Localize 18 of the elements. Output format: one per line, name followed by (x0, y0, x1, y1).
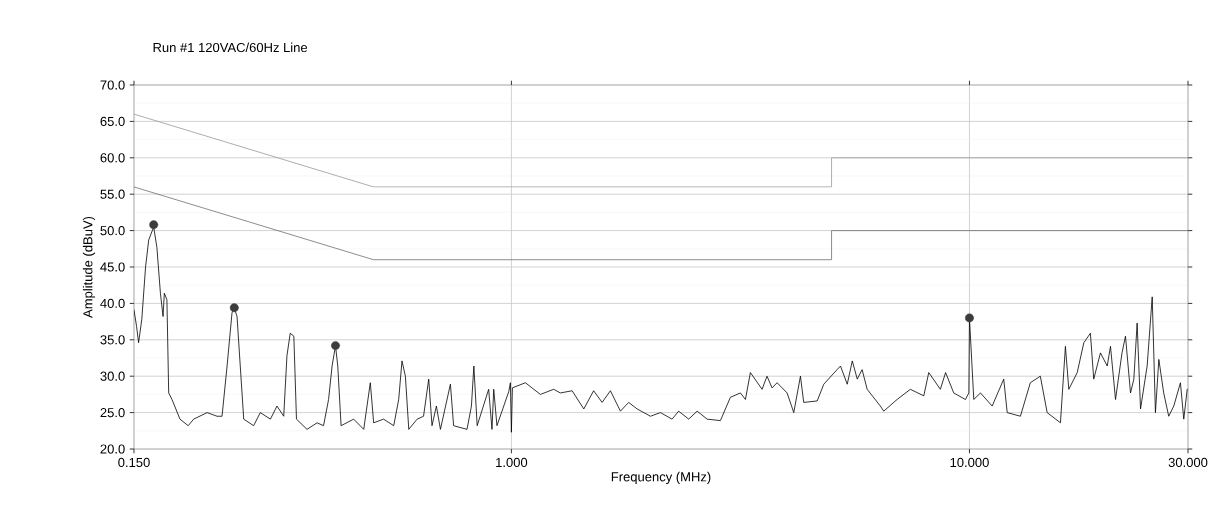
y-tick-label: 20.0 (100, 444, 125, 454)
x-tick-label: 30.000 (1168, 457, 1208, 467)
y-tick-label: 60.0 (100, 153, 125, 163)
x-tick-label: 0.150 (118, 457, 150, 467)
x-tick-label: 10.000 (950, 457, 989, 467)
x-tick-label: 1.000 (496, 457, 528, 467)
y-tick-label: 55.0 (100, 189, 125, 199)
chart-title: Run #1 120VAC/60Hz Line (153, 42, 308, 53)
y-tick-label: 45.0 (100, 262, 125, 272)
y-tick-label: 65.0 (100, 116, 125, 126)
y-tick-label: 30.0 (100, 371, 125, 381)
y-tick-label: 50.0 (100, 225, 125, 236)
y-axis-title: Amplitude (dBuV) (82, 216, 96, 318)
y-tick-label: 25.0 (100, 407, 125, 418)
x-axis-title: Frequency (MHz) (611, 471, 711, 484)
y-tick-label: 40.0 (100, 298, 125, 308)
y-tick-label: 70.0 (100, 80, 125, 90)
y-tick-label: 35.0 (100, 335, 125, 345)
